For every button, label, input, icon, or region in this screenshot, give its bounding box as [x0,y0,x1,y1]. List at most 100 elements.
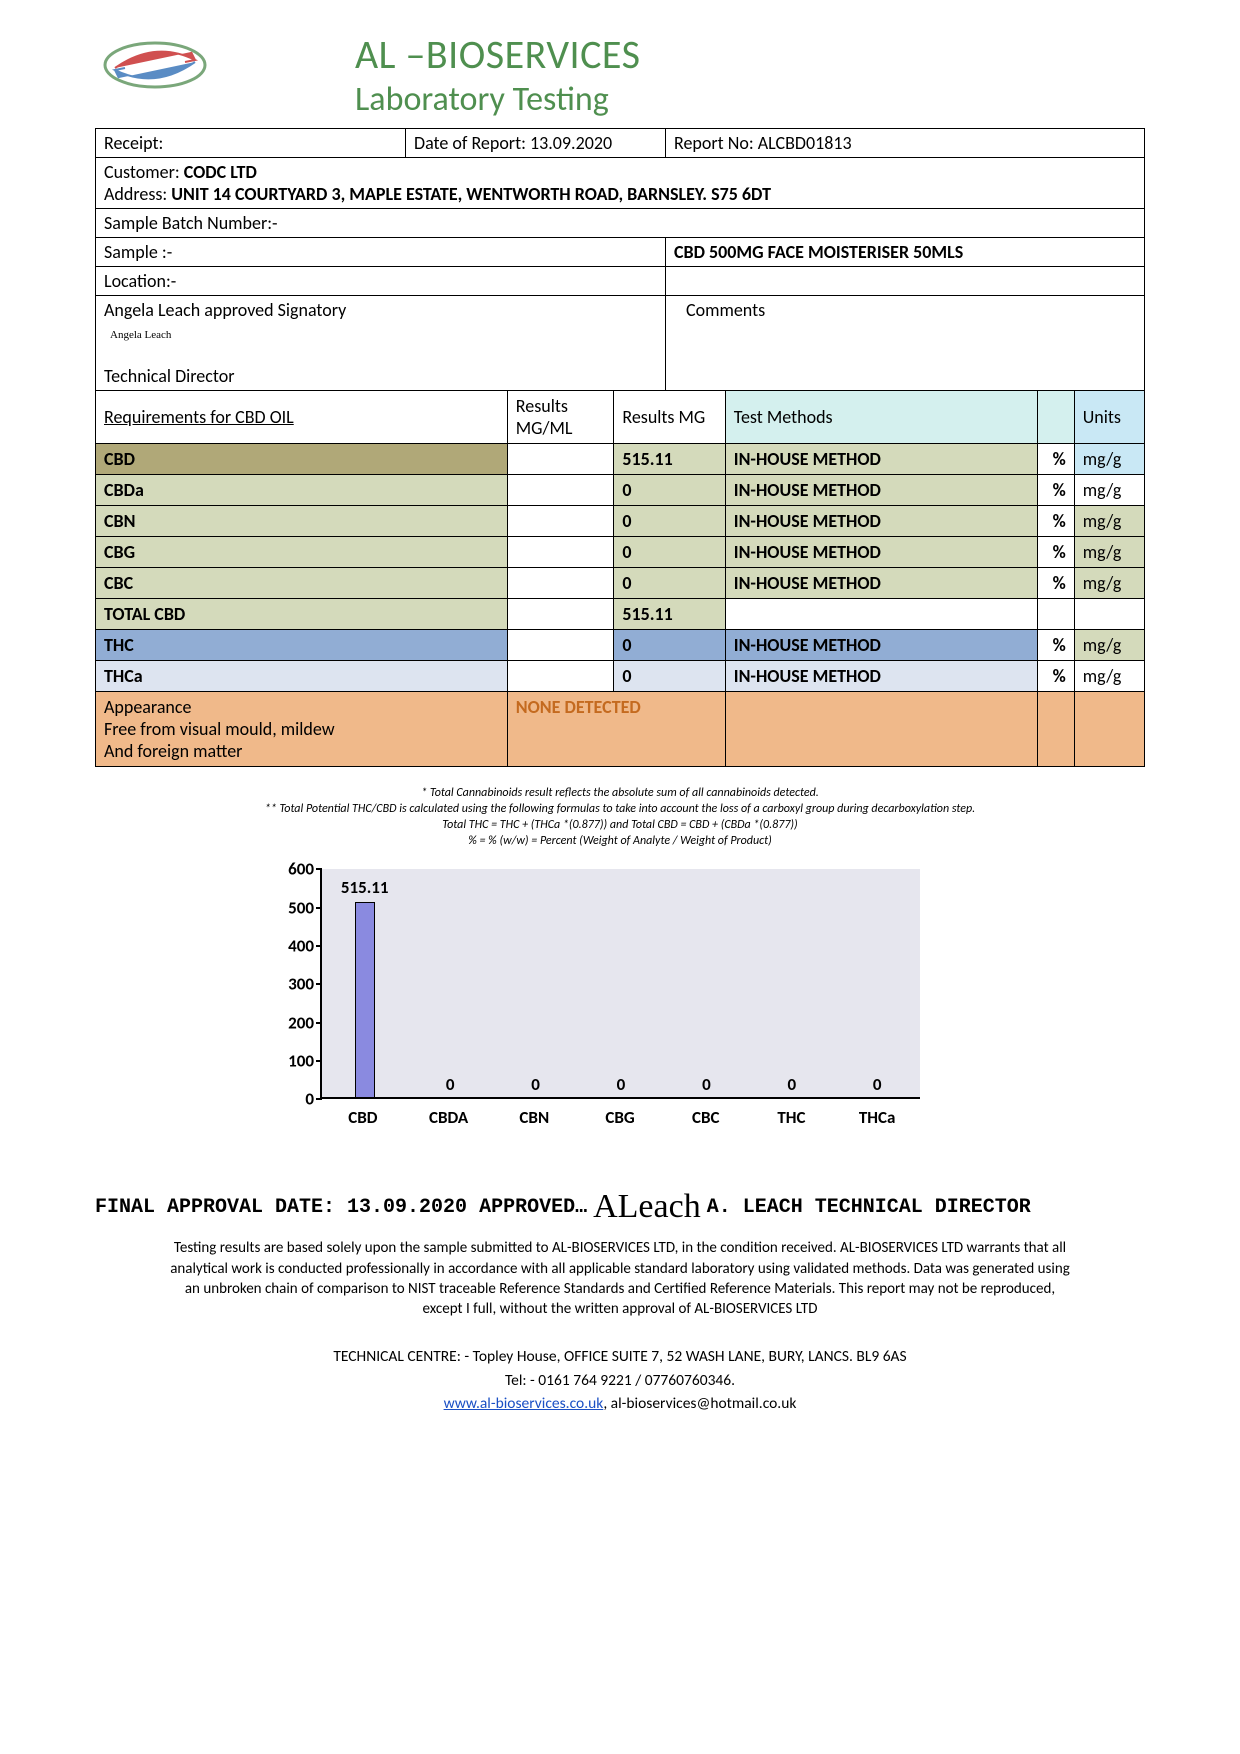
y-tick-label: 400 [272,935,314,956]
bar-value-label: 0 [788,1074,797,1095]
result-mg: 0 [614,660,725,691]
result-mg: 0 [614,567,725,598]
x-axis-label: CBD [320,1099,406,1128]
result-pct: % [1038,629,1074,660]
result-units: mg/g [1074,536,1144,567]
sample-label-cell: Sample :- [96,238,666,267]
result-method: IN-HOUSE METHOD [725,536,1037,567]
receipt-cell: Receipt: [96,129,406,158]
approval-line: FINAL APPROVAL DATE: 13.09.2020 APPROVED… [95,1188,1145,1226]
result-method: IN-HOUSE METHOD [725,443,1037,474]
website-link[interactable]: www.al-bioservices.co.uk [444,1394,604,1413]
result-pct: % [1038,474,1074,505]
y-tick-label: 200 [272,1012,314,1033]
chart-bar [355,902,375,1099]
x-axis-label: THC [749,1099,835,1128]
result-pct: % [1038,443,1074,474]
company-name: AL –BIOSERVICES [355,30,1145,79]
x-axis-label: CBDA [406,1099,492,1128]
info-table: Receipt: Date of Report: 13.09.2020 Repo… [95,128,1145,391]
result-pct: % [1038,505,1074,536]
y-tick-label: 300 [272,974,314,995]
y-tick-label: 600 [272,859,314,880]
result-units: mg/g [1074,567,1144,598]
result-mgml [507,443,614,474]
bar-value-label: 0 [617,1074,626,1095]
approval-signature: ALeach [593,1188,701,1226]
bar-value-label: 0 [873,1074,882,1095]
result-units: mg/g [1074,474,1144,505]
appearance-cell: Appearance Free from visual mould, milde… [96,691,508,766]
appearance-value: NONE DETECTED [507,691,725,766]
result-units: mg/g [1074,660,1144,691]
date-cell: Date of Report: 13.09.2020 [406,129,666,158]
result-method: IN-HOUSE METHOD [725,660,1037,691]
comments-cell: Comments [666,296,1145,391]
units-header: Units [1074,390,1144,443]
result-mg: 0 [614,474,725,505]
location-cell: Location:- [96,267,666,296]
sample-value-cell: CBD 500MG FACE MOISTERISER 50MLS [666,238,1145,267]
result-name: CBDa [96,474,508,505]
result-mg: 515.11 [614,443,725,474]
result-method: IN-HOUSE METHOD [725,567,1037,598]
chart-bar [696,1097,716,1099]
result-mg: 0 [614,629,725,660]
result-units: mg/g [1074,505,1144,536]
result-mgml [507,660,614,691]
signature-cursive: Angela Leach [110,329,171,341]
result-pct [1038,598,1074,629]
result-mgml [507,505,614,536]
result-name: THCa [96,660,508,691]
y-tick-label: 500 [272,897,314,918]
y-tick-label: 100 [272,1050,314,1071]
result-method: IN-HOUSE METHOD [725,629,1037,660]
result-mgml [507,567,614,598]
result-name: THC [96,629,508,660]
result-name: CBN [96,505,508,536]
chart-bar [440,1097,460,1099]
chart-bar [867,1097,887,1099]
mgml-header: Results MG/ML [507,390,614,443]
result-mg: 515.11 [614,598,725,629]
mg-header: Results MG [614,390,725,443]
result-name: TOTAL CBD [96,598,508,629]
result-mgml [507,474,614,505]
customer-address-cell: Customer: CODC LTD Address: UNIT 14 COUR… [96,158,1145,209]
result-pct: % [1038,536,1074,567]
company-subtitle: Laboratory Testing [355,79,1145,120]
bar-value-label: 0 [531,1074,540,1095]
result-pct: % [1038,567,1074,598]
results-chart: 0100200300400500600515.11000000 CBDCBDAC… [320,869,920,1128]
signatory-cell: Angela Leach approved Signatory Angela L… [96,296,666,391]
bar-value-label: 0 [702,1074,711,1095]
result-name: CBG [96,536,508,567]
result-name: CBC [96,567,508,598]
req-header: Requirements for CBD OIL [96,390,508,443]
result-method: IN-HOUSE METHOD [725,474,1037,505]
results-table: Requirements for CBD OIL Results MG/ML R… [95,390,1145,767]
y-tick-label: 0 [272,1089,314,1110]
x-axis-label: CBN [491,1099,577,1128]
result-units: mg/g [1074,443,1144,474]
company-logo [95,30,215,100]
footnotes: * Total Cannabinoids result reflects the… [95,785,1145,850]
chart-bar [782,1097,802,1099]
result-units: mg/g [1074,629,1144,660]
result-method: IN-HOUSE METHOD [725,505,1037,536]
result-mg: 0 [614,505,725,536]
result-method [725,598,1037,629]
bar-value-label: 515.11 [341,877,389,898]
disclaimer-text: Testing results are based solely upon th… [165,1238,1075,1319]
x-axis-label: THCa [834,1099,920,1128]
result-units [1074,598,1144,629]
result-mgml [507,629,614,660]
bar-value-label: 0 [446,1074,455,1095]
x-axis-label: CBC [663,1099,749,1128]
result-mg: 0 [614,536,725,567]
result-mgml [507,598,614,629]
contact-block: TECHNICAL CENTRE: - Topley House, OFFICE… [95,1345,1145,1415]
result-name: CBD [96,443,508,474]
chart-bar [611,1097,631,1099]
result-pct: % [1038,660,1074,691]
